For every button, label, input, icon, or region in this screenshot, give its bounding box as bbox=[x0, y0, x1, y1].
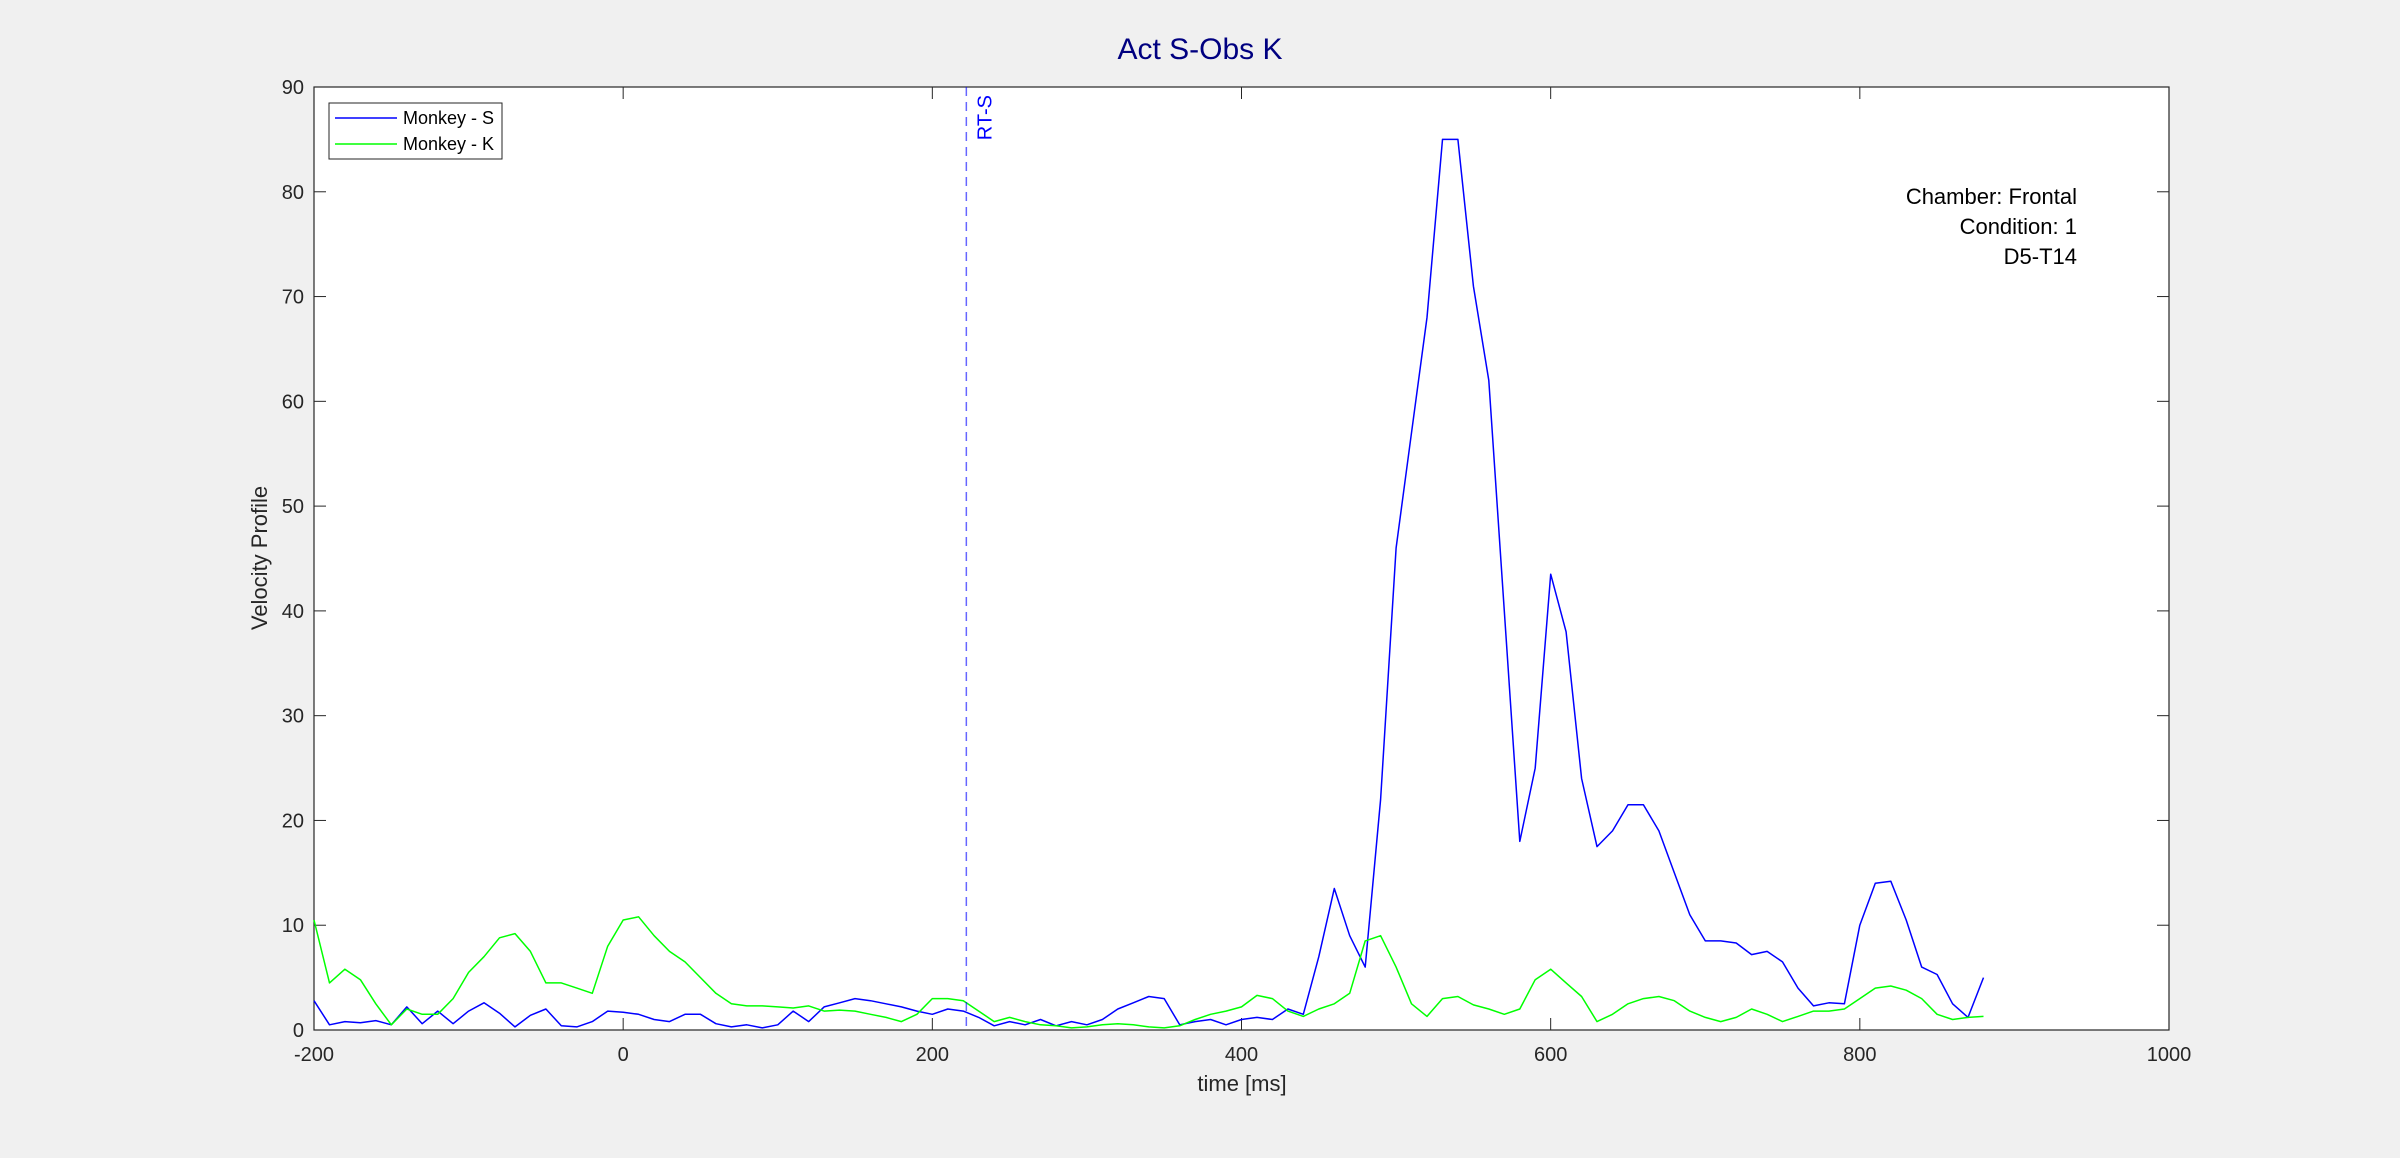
y-tick-label: 60 bbox=[282, 391, 304, 413]
reference-label: RT-S bbox=[974, 95, 996, 140]
y-tick-label: 50 bbox=[282, 496, 304, 518]
x-tick-label: 0 bbox=[618, 1044, 629, 1066]
x-tick-label: 600 bbox=[1534, 1044, 1567, 1066]
y-tick-label: 0 bbox=[293, 1020, 304, 1042]
y-tick-label: 10 bbox=[282, 915, 304, 937]
y-tick-label: 80 bbox=[282, 182, 304, 204]
axes-box bbox=[313, 86, 2170, 1031]
annotation: Chamber: Frontal bbox=[1906, 184, 2077, 209]
y-tick-label: 20 bbox=[282, 810, 304, 832]
y-tick-label: 30 bbox=[282, 706, 304, 728]
y-axis-label: Velocity Profile bbox=[247, 486, 272, 630]
legend-label: Monkey - K bbox=[403, 134, 494, 154]
data-line bbox=[313, 916, 1984, 1029]
data-line bbox=[313, 138, 1985, 1029]
x-tick-label: 200 bbox=[916, 1044, 949, 1066]
plot-area bbox=[314, 87, 2169, 1030]
y-tick-label: 90 bbox=[282, 77, 304, 99]
x-tick-label: 800 bbox=[1843, 1044, 1876, 1066]
x-tick-label: 1000 bbox=[2147, 1044, 2192, 1066]
x-tick-label: -200 bbox=[294, 1044, 334, 1066]
legend-box bbox=[328, 102, 503, 160]
annotation: D5-T14 bbox=[2004, 244, 2077, 269]
x-tick-label: 400 bbox=[1225, 1044, 1258, 1066]
y-tick-label: 40 bbox=[282, 601, 304, 623]
chart-title: Act S-Obs K bbox=[1117, 33, 1282, 66]
legend-label: Monkey - S bbox=[403, 108, 494, 128]
y-tick-label: 70 bbox=[282, 287, 304, 309]
x-axis-label: time [ms] bbox=[1197, 1071, 1286, 1096]
annotation: Condition: 1 bbox=[1960, 214, 2077, 239]
